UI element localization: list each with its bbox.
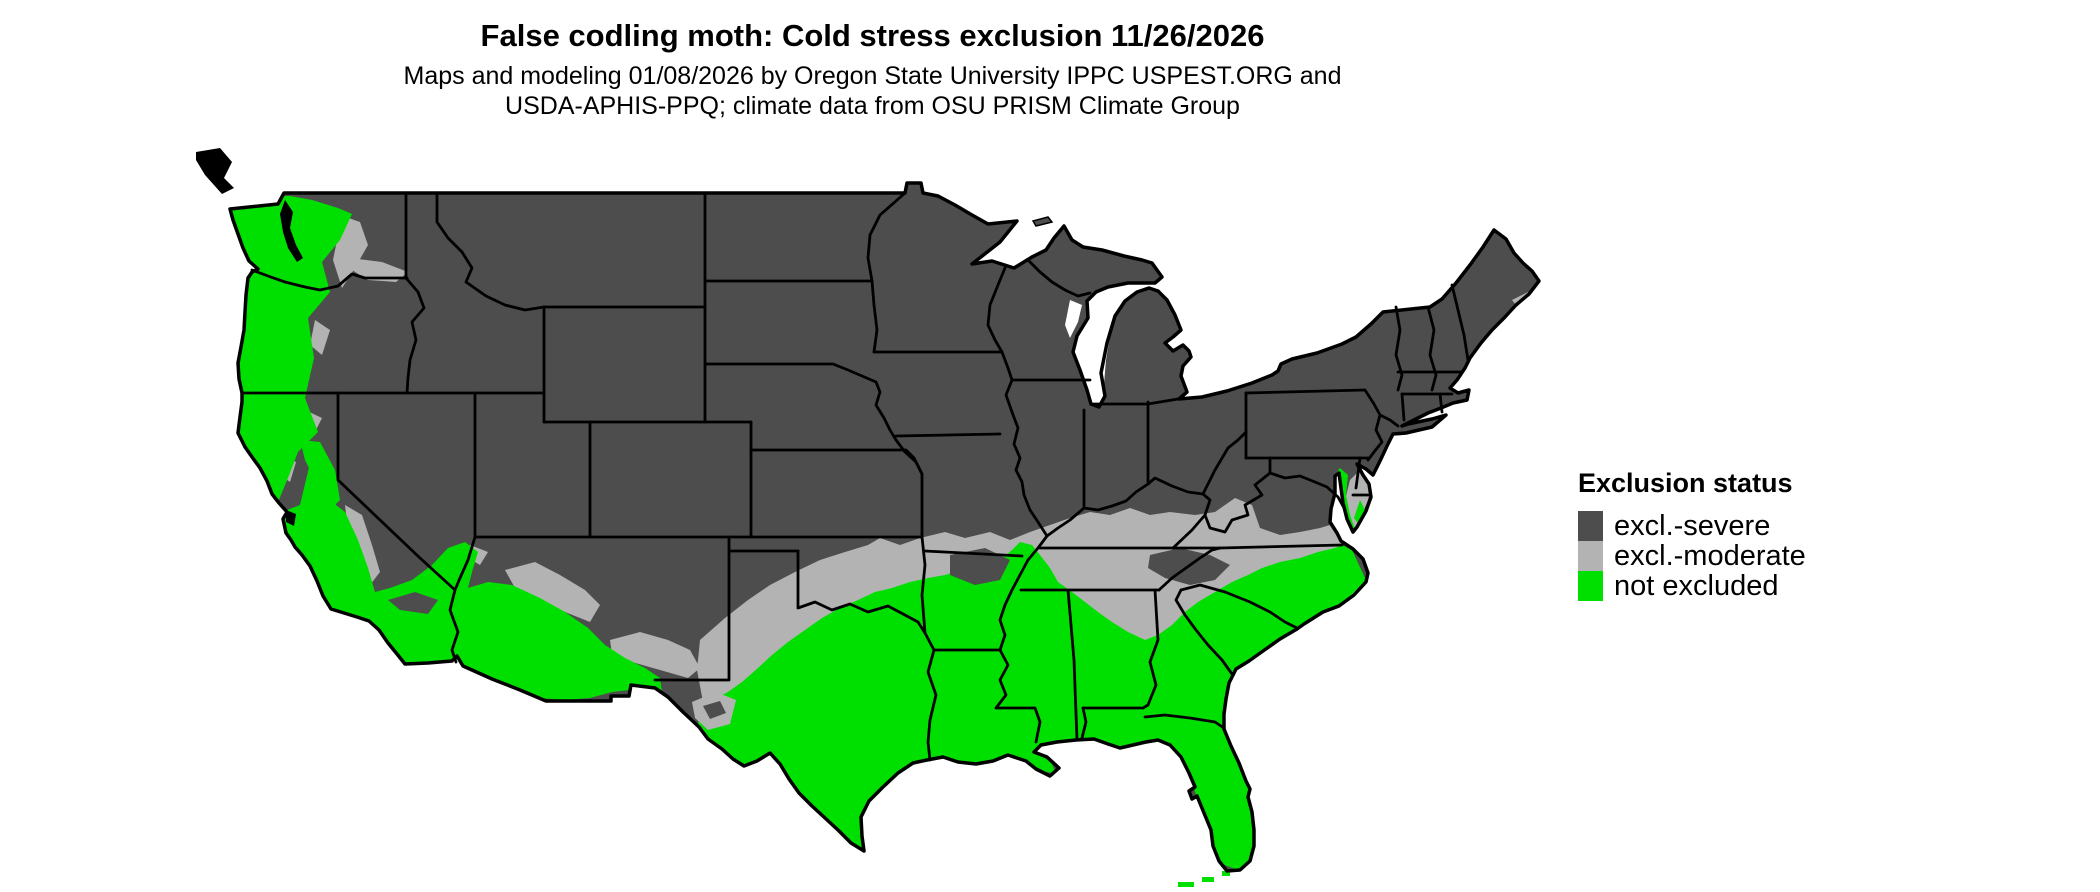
- region-green-pacific-strip: [230, 196, 352, 560]
- figure-subtitle-line-2: USDA-APHIS-PPQ; climate data from OSU PR…: [505, 92, 1240, 120]
- legend-item-severe: excl.-severe: [1578, 511, 1806, 541]
- conus-coastline: [228, 181, 1541, 873]
- legend-item-moderate: excl.-moderate: [1578, 541, 1806, 571]
- san-francisco-bay: [286, 510, 296, 526]
- puget-sound: [280, 200, 303, 262]
- region-moderate-sierra-foothills: [345, 505, 380, 585]
- legend-item-not-excluded: not excluded: [1578, 571, 1806, 601]
- region-green-central-valley-north: [300, 440, 340, 510]
- legend-label-not-excluded: not excluded: [1614, 570, 1779, 602]
- region-green-south: [698, 542, 1366, 870]
- region-moderate-columbia-basin: [350, 258, 408, 282]
- region-green-southwest: [282, 442, 662, 700]
- region-moderate-arizona-transition: [505, 562, 600, 622]
- region-moderate-new-mexico-south: [610, 632, 700, 678]
- region-green-delmarva-tip: [1354, 500, 1366, 526]
- legend-swatch-severe: [1578, 511, 1603, 541]
- green-bay: [1065, 300, 1082, 338]
- region-severe-davis-mountains: [703, 701, 726, 719]
- legend-swatch-moderate: [1578, 541, 1603, 571]
- legend-label-severe: excl.-severe: [1614, 510, 1771, 542]
- figure-title: False codling moth: Cold stress exclusio…: [480, 18, 1265, 53]
- legend: Exclusion status excl.-severe excl.-mode…: [1578, 468, 1806, 601]
- san-juan-islands: [196, 148, 234, 194]
- state-borders: [240, 191, 1470, 762]
- florida-keys: [1178, 871, 1230, 887]
- isle-royale: [1031, 216, 1054, 227]
- region-severe-socal-mountains: [388, 592, 438, 614]
- legend-label-moderate: excl.-moderate: [1614, 540, 1806, 572]
- figure-subtitle-line-1: Maps and modeling 01/08/2026 by Oregon S…: [403, 62, 1342, 90]
- legend-swatch-not-excluded: [1578, 571, 1603, 601]
- region-severe-ozarks: [950, 548, 1010, 585]
- legend-title: Exclusion status: [1578, 468, 1793, 498]
- region-moderate-or-cascades: [310, 320, 330, 355]
